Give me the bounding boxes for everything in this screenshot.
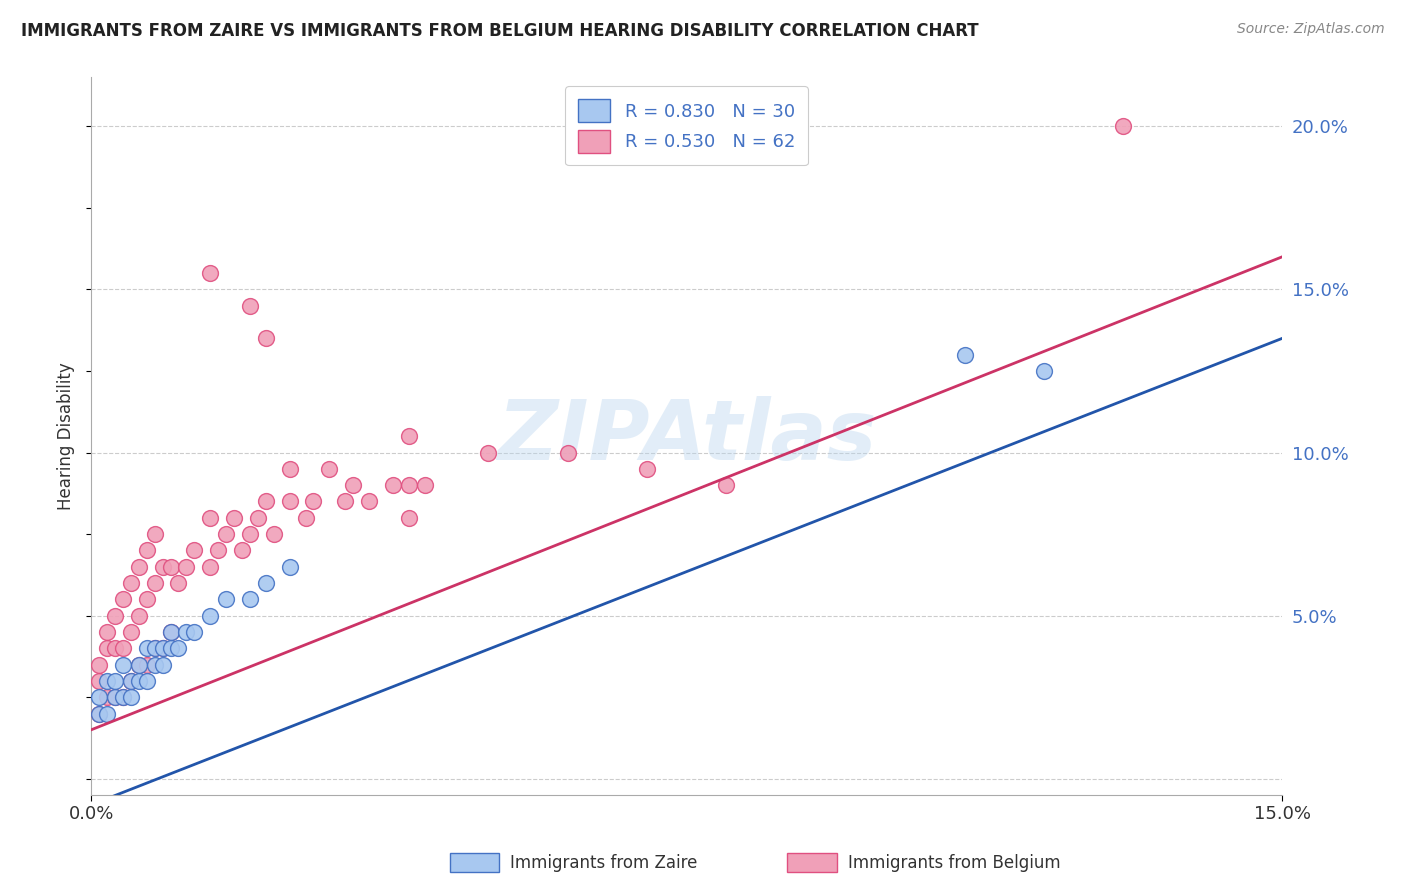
Point [318, 462, 340, 476]
Text: IMMIGRANTS FROM ZAIRE VS IMMIGRANTS FROM BELGIUM HEARING DISABILITY CORRELATION : IMMIGRANTS FROM ZAIRE VS IMMIGRANTS FROM… [21, 22, 979, 40]
Point [159, 559, 181, 574]
Point [254, 494, 277, 508]
Point [302, 494, 325, 508]
Point [135, 592, 157, 607]
Point [159, 624, 181, 639]
Point [87, 673, 110, 688]
Point [135, 543, 157, 558]
Point [120, 690, 142, 705]
Text: Immigrants from Belgium: Immigrants from Belgium [848, 854, 1060, 871]
Point [215, 592, 238, 607]
Point [87, 706, 110, 721]
Point [96, 673, 118, 688]
Point [128, 559, 150, 574]
Point [335, 494, 357, 508]
Point [1112, 120, 1135, 134]
Point [167, 576, 190, 591]
Point [398, 478, 420, 492]
Point [183, 624, 205, 639]
Point [398, 429, 420, 443]
Point [143, 576, 166, 591]
Point [200, 559, 222, 574]
Point [87, 690, 110, 705]
Point [87, 706, 110, 721]
Point [342, 478, 364, 492]
Point [120, 624, 142, 639]
Point [104, 608, 127, 623]
Point [231, 543, 253, 558]
Point [128, 673, 150, 688]
Point [96, 706, 118, 721]
Point [176, 559, 198, 574]
Point [167, 641, 190, 656]
Point [128, 657, 150, 672]
Point [128, 657, 150, 672]
Point [200, 266, 222, 280]
Point [120, 673, 142, 688]
Point [135, 673, 157, 688]
Point [176, 624, 198, 639]
Point [96, 641, 118, 656]
Point [159, 624, 181, 639]
Point [143, 657, 166, 672]
Point [152, 641, 174, 656]
Point [152, 657, 174, 672]
Point [111, 641, 134, 656]
Point [111, 592, 134, 607]
Point [263, 527, 285, 541]
Point [413, 478, 436, 492]
Point [278, 462, 301, 476]
Text: ZIPAtlas: ZIPAtlas [496, 396, 876, 476]
Point [222, 510, 245, 524]
Point [111, 657, 134, 672]
Point [96, 624, 118, 639]
Point [111, 690, 134, 705]
Point [159, 641, 181, 656]
Point [953, 348, 976, 362]
Point [104, 690, 127, 705]
Point [294, 510, 316, 524]
Point [104, 690, 127, 705]
Point [200, 510, 222, 524]
Point [215, 527, 238, 541]
Point [357, 494, 380, 508]
Point [254, 331, 277, 345]
Point [87, 657, 110, 672]
Point [716, 478, 738, 492]
Point [120, 673, 142, 688]
Point [104, 673, 127, 688]
Point [207, 543, 229, 558]
Y-axis label: Hearing Disability: Hearing Disability [58, 362, 75, 510]
Point [254, 576, 277, 591]
Point [200, 608, 222, 623]
Point [636, 462, 658, 476]
Point [381, 478, 404, 492]
Point [135, 641, 157, 656]
Point [143, 641, 166, 656]
Point [104, 641, 127, 656]
Point [278, 494, 301, 508]
Point [135, 657, 157, 672]
Point [239, 299, 262, 313]
Text: Source: ZipAtlas.com: Source: ZipAtlas.com [1237, 22, 1385, 37]
Point [111, 690, 134, 705]
Point [278, 559, 301, 574]
Point [152, 559, 174, 574]
Point [143, 641, 166, 656]
Point [152, 641, 174, 656]
Legend: R = 0.830   N = 30, R = 0.530   N = 62: R = 0.830 N = 30, R = 0.530 N = 62 [565, 87, 808, 165]
Point [1032, 364, 1054, 378]
Point [128, 608, 150, 623]
Point [557, 445, 579, 459]
Point [477, 445, 499, 459]
Point [246, 510, 269, 524]
Point [96, 690, 118, 705]
Point [143, 527, 166, 541]
Point [398, 510, 420, 524]
Point [239, 592, 262, 607]
Point [239, 527, 262, 541]
Point [120, 576, 142, 591]
Text: Immigrants from Zaire: Immigrants from Zaire [510, 854, 697, 871]
Point [183, 543, 205, 558]
